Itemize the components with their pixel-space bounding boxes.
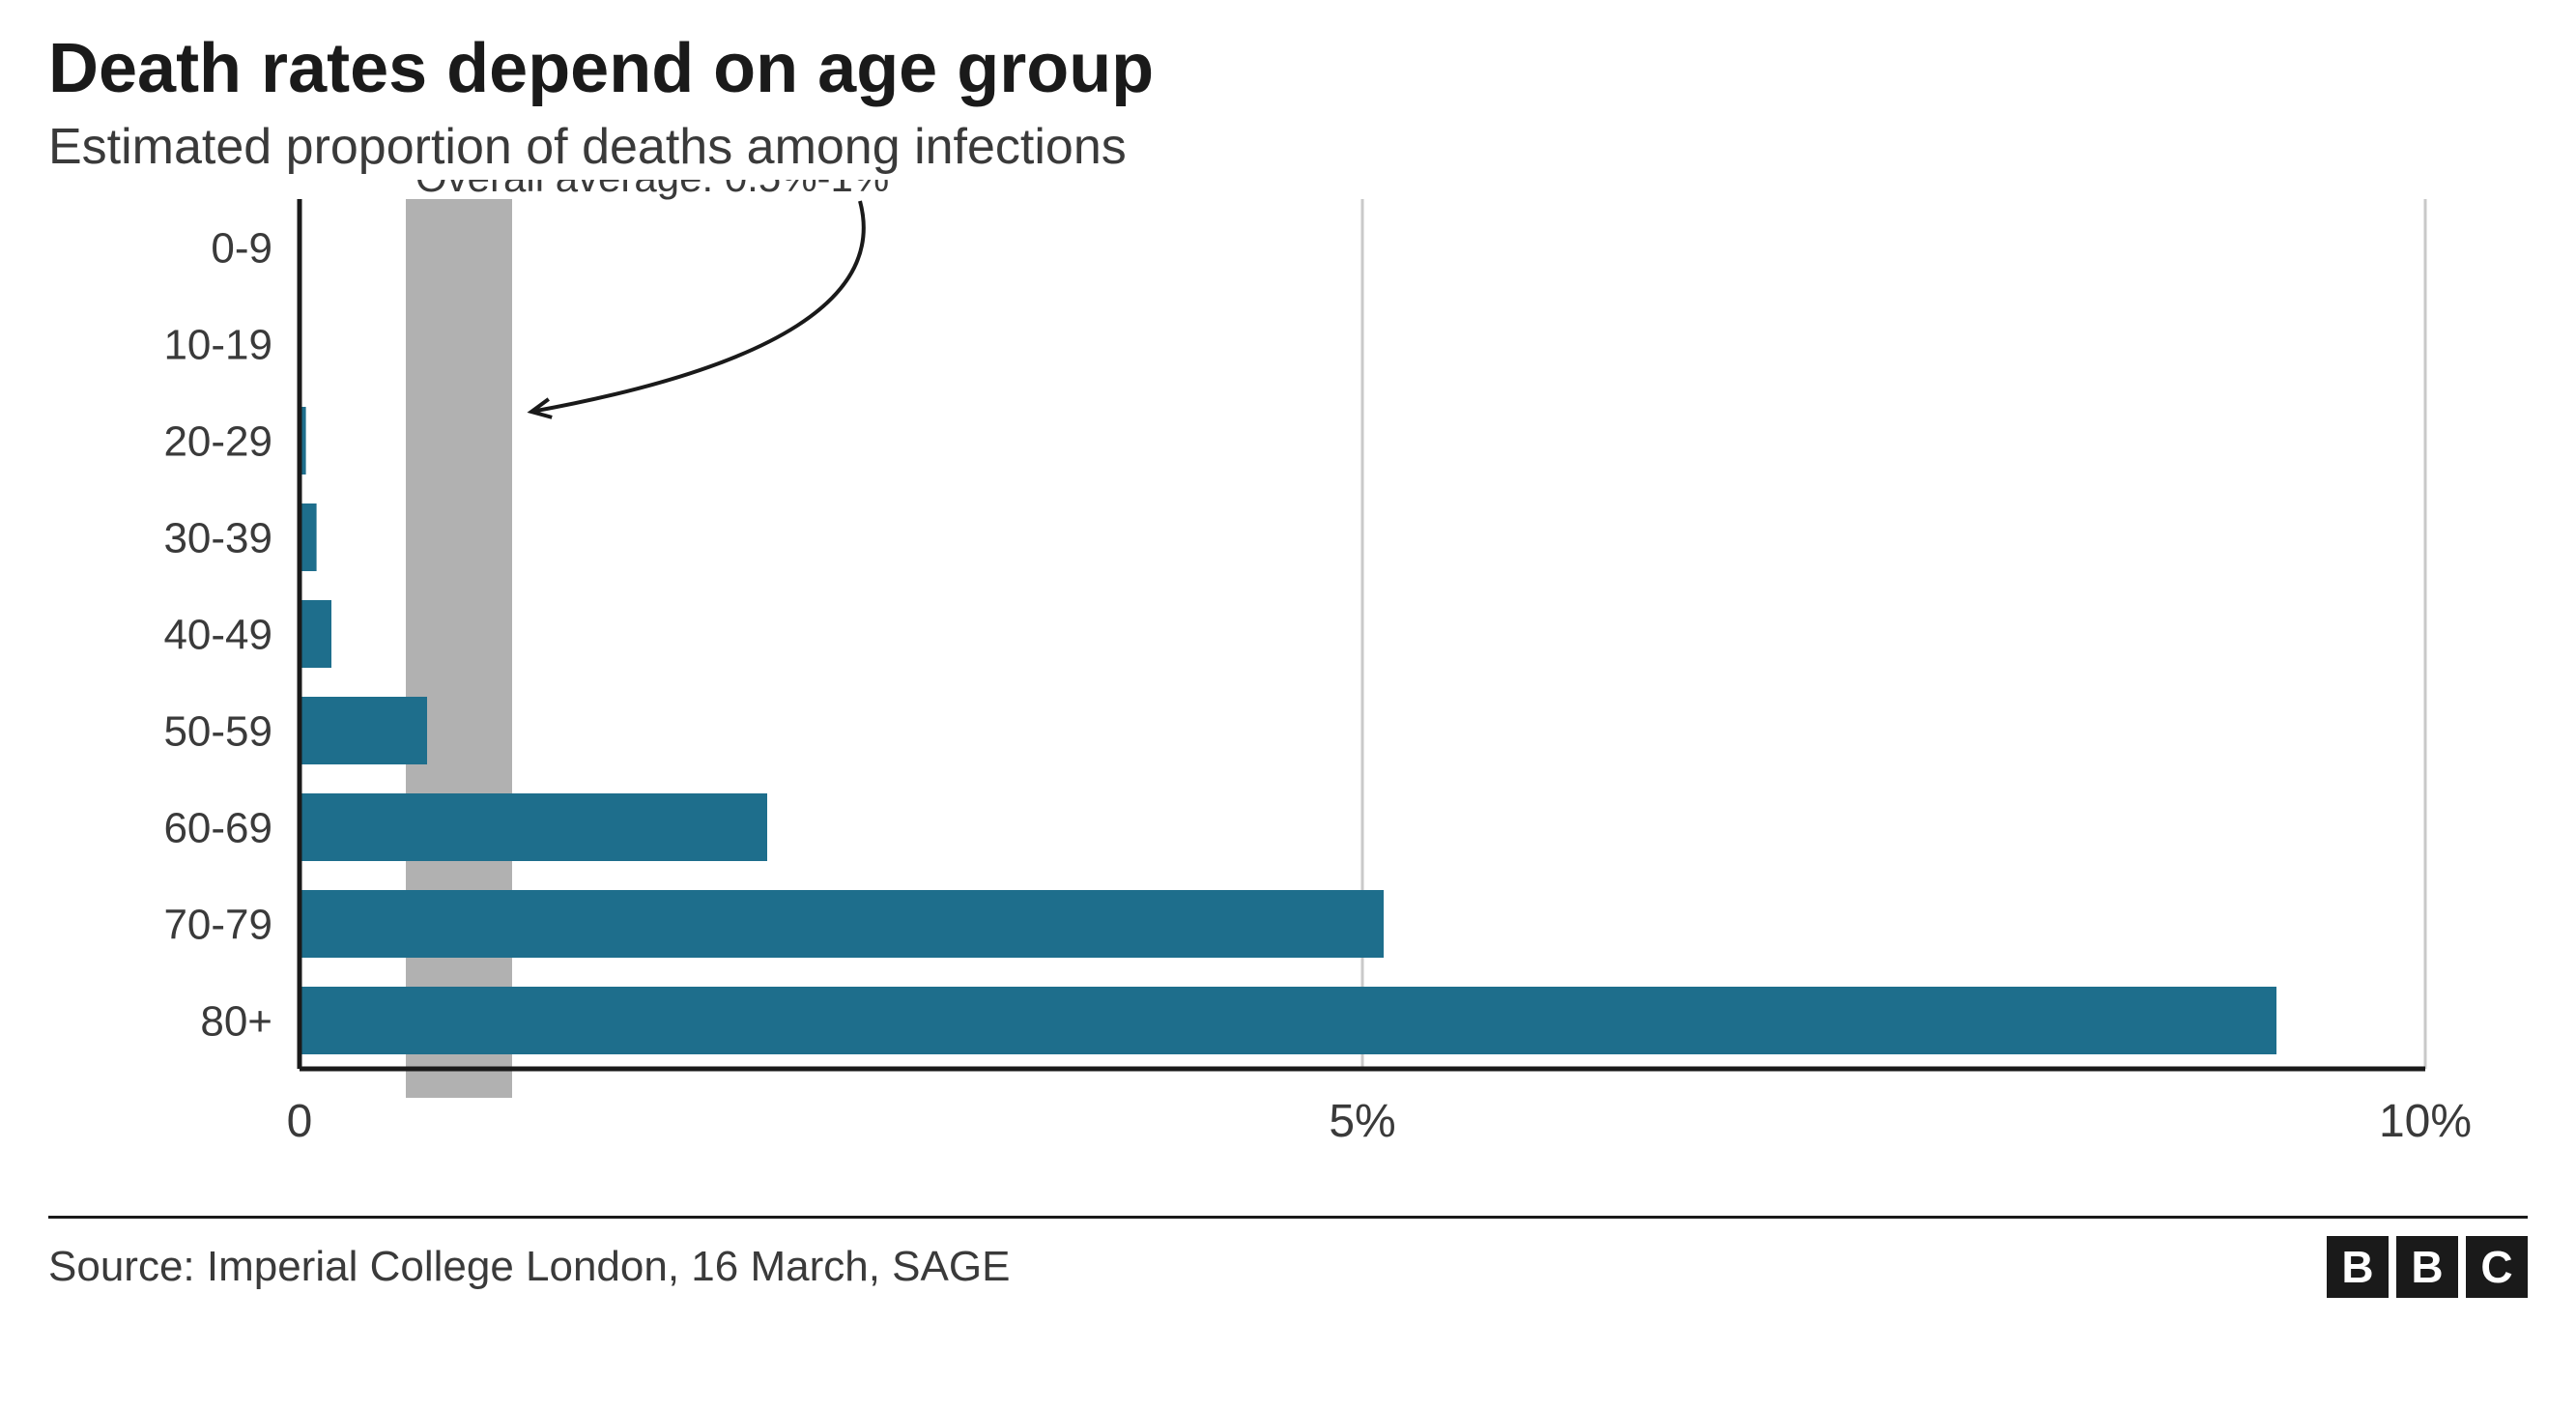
annotation-label: Overall average: 0.5%-1% (415, 180, 889, 200)
bbc-logo: B B C (2327, 1236, 2528, 1298)
category-label: 70-79 (163, 901, 272, 948)
bar-chart: 0-9 10-19 20-29 30-39 40-49 50-59 60-69 70-79 80… (48, 180, 2541, 1185)
category-label: 50-59 (163, 707, 272, 755)
category-label: 20-29 (163, 417, 272, 465)
bar (300, 600, 331, 668)
x-tick-label: 10% (2379, 1096, 2472, 1147)
chart-footer: Source: Imperial College London, 16 Marc… (48, 1216, 2528, 1298)
source-text: Source: Imperial College London, 16 Marc… (48, 1243, 1010, 1291)
category-label: 0-9 (211, 224, 272, 272)
bbc-logo-letter: B (2327, 1236, 2389, 1298)
chart-title: Death rates depend on age group (48, 29, 2528, 108)
bar (300, 503, 317, 571)
category-label: 80+ (200, 997, 272, 1045)
annotation-arrow (531, 201, 864, 412)
bbc-logo-letter: B (2396, 1236, 2458, 1298)
x-tick-label: 0 (287, 1096, 313, 1147)
chart-subtitle: Estimated proportion of deaths among inf… (48, 118, 2528, 176)
category-label: 40-49 (163, 611, 272, 658)
bbc-logo-letter: C (2466, 1236, 2528, 1298)
bar (300, 987, 2276, 1054)
bar (300, 793, 767, 861)
bar (300, 890, 1384, 958)
average-band (406, 199, 512, 1098)
chart-container: 0-9 10-19 20-29 30-39 40-49 50-59 60-69 70-79 80… (48, 180, 2528, 1185)
category-label: 30-39 (163, 514, 272, 561)
bar (300, 697, 427, 764)
x-tick-label: 5% (1329, 1096, 1395, 1147)
category-label: 10-19 (163, 321, 272, 368)
category-label: 60-69 (163, 804, 272, 851)
